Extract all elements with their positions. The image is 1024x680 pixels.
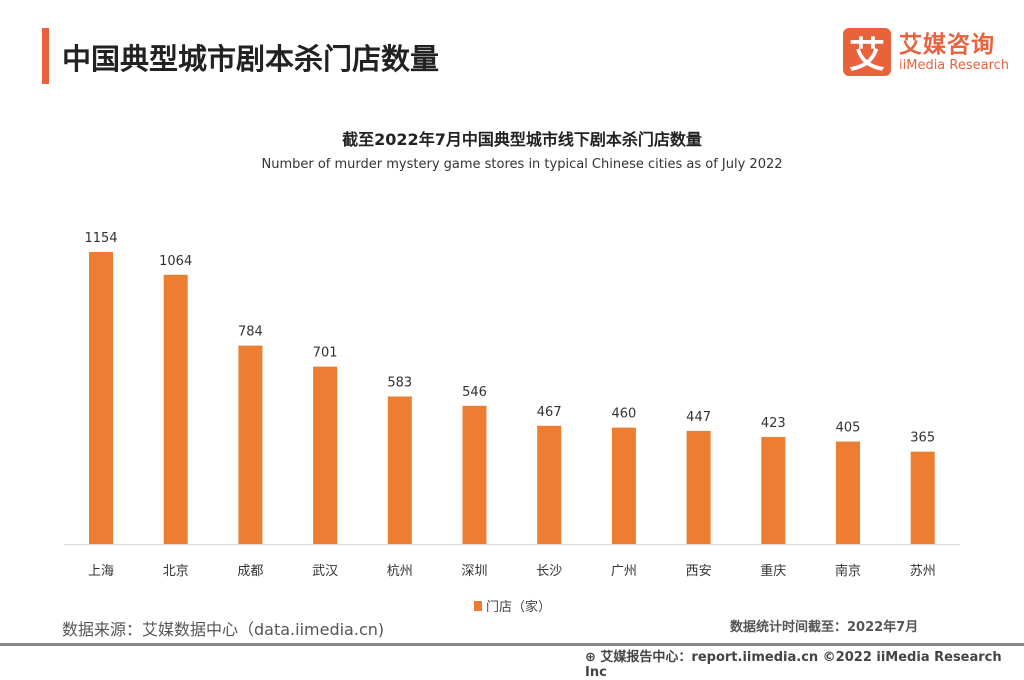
bar [163, 274, 188, 544]
title-accent-bar [42, 28, 49, 84]
logo-cn: 艾媒咨询 [899, 31, 995, 58]
as-of-date: 数据统计时间截至：2022年7月 [730, 620, 919, 635]
x-tick-label: 深圳 [461, 564, 487, 579]
data-label: 784 [238, 325, 263, 340]
data-label: 467 [537, 405, 562, 420]
credit-text: 艾媒报告中心：report.iimedia.cn ©2022 iiMedia R… [585, 650, 1002, 680]
bar [686, 430, 711, 544]
x-tick-label: 广州 [611, 564, 637, 579]
x-tick-label: 杭州 [387, 564, 413, 579]
iimedia-logo: 艾 艾媒咨询 iiMedia Research [843, 28, 1009, 76]
x-tick-label: 苏州 [910, 563, 936, 579]
legend-swatch [474, 600, 482, 611]
bar [761, 436, 786, 544]
x-tick-label: 重庆 [760, 563, 786, 579]
x-tick-label: 西安 [686, 564, 712, 579]
data-label: 1154 [84, 231, 117, 246]
bar [836, 441, 860, 544]
data-label: 1064 [159, 254, 192, 269]
data-label: 583 [387, 375, 412, 390]
bar [537, 425, 562, 544]
bar [611, 427, 636, 544]
data-label: 546 [462, 385, 487, 400]
bar [910, 451, 935, 544]
chart-subtitle: Number of murder mystery game stores in … [261, 157, 783, 172]
x-tick-label: 上海 [88, 564, 114, 579]
data-label: 460 [611, 407, 636, 422]
logo-mark: 艾 [843, 28, 891, 76]
bar [89, 252, 113, 544]
globe-icon: ⊕ [585, 650, 601, 665]
logo-en: iiMedia Research [899, 57, 1010, 73]
data-source: 数据来源：艾媒数据中心（data.iimedia.cn) [62, 620, 385, 639]
bar-chart: 1154 上海 1064 北京 784 成都 701 武汉 583 杭州 546 深圳 467 长沙 460… [64, 231, 960, 579]
data-label: 405 [836, 421, 861, 436]
footer-divider [0, 643, 1024, 646]
x-tick-label: 长沙 [536, 564, 562, 579]
x-tick-label: 南京 [835, 563, 861, 579]
data-label: 447 [686, 410, 711, 425]
footer-credit: ⊕ 艾媒报告中心：report.iimedia.cn ©2022 iiMedia… [585, 646, 1024, 680]
data-label: 423 [761, 416, 786, 431]
x-tick-label: 武汉 [312, 564, 338, 579]
legend-label: 门店（家） [486, 600, 552, 615]
data-label: 365 [910, 431, 935, 446]
x-tick-label: 成都 [237, 564, 263, 579]
bar [238, 345, 263, 544]
page-title: 中国典型城市剧本杀门店数量 [62, 42, 440, 76]
legend: 门店（家） [474, 596, 551, 615]
bar [462, 405, 487, 544]
bar [387, 396, 412, 544]
chart-title: 截至2022年7月中国典型城市线下剧本杀门店数量 [342, 130, 702, 149]
x-tick-label: 北京 [163, 564, 189, 579]
bar [313, 366, 338, 544]
data-label: 701 [313, 346, 338, 361]
